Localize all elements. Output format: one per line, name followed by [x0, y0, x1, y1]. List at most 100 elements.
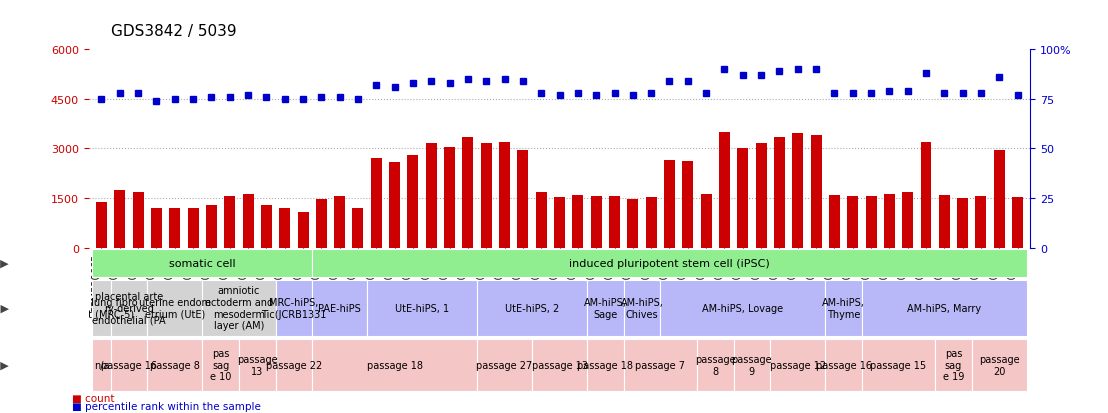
Bar — [646, 197, 657, 249]
Text: uterine endom
etrium (UtE): uterine endom etrium (UtE) — [138, 297, 211, 319]
Bar — [389, 162, 400, 249]
FancyBboxPatch shape — [478, 280, 587, 336]
Text: AM-hiPS, Marry: AM-hiPS, Marry — [907, 303, 982, 313]
Text: ■ percentile rank within the sample: ■ percentile rank within the sample — [72, 401, 260, 411]
FancyBboxPatch shape — [367, 280, 478, 336]
Text: UtE-hiPS, 2: UtE-hiPS, 2 — [505, 303, 560, 313]
Text: AM-hiPS,
Chives: AM-hiPS, Chives — [620, 297, 664, 319]
Bar — [425, 144, 437, 249]
Bar — [591, 196, 602, 249]
FancyBboxPatch shape — [478, 339, 532, 391]
Text: UtE-hiPS, 1: UtE-hiPS, 1 — [396, 303, 449, 313]
Bar — [170, 209, 181, 249]
FancyBboxPatch shape — [203, 339, 239, 391]
Bar — [462, 138, 473, 249]
Bar — [573, 195, 583, 249]
FancyBboxPatch shape — [276, 280, 312, 336]
FancyBboxPatch shape — [587, 280, 624, 336]
Bar — [902, 193, 913, 249]
Text: n/a: n/a — [94, 360, 110, 370]
Text: passage 27: passage 27 — [476, 360, 533, 370]
Text: pas
sag
e 19: pas sag e 19 — [943, 349, 964, 382]
Text: passage 7: passage 7 — [635, 360, 686, 370]
Bar — [609, 197, 620, 249]
FancyBboxPatch shape — [624, 339, 697, 391]
FancyBboxPatch shape — [733, 339, 770, 391]
Bar — [627, 199, 638, 249]
Bar — [298, 212, 308, 249]
FancyBboxPatch shape — [825, 339, 862, 391]
Bar — [536, 193, 546, 249]
Text: pas
sag
e 10: pas sag e 10 — [209, 349, 232, 382]
FancyBboxPatch shape — [660, 280, 825, 336]
Text: fetal lung fibro
blast (MRC-5): fetal lung fibro blast (MRC-5) — [65, 297, 137, 319]
Bar — [133, 192, 144, 249]
FancyBboxPatch shape — [862, 280, 1027, 336]
Bar — [700, 195, 711, 249]
Bar — [756, 144, 767, 249]
Bar — [664, 161, 675, 249]
Bar — [96, 202, 107, 249]
Bar — [737, 149, 748, 249]
Bar — [151, 209, 162, 249]
Bar — [773, 138, 784, 249]
FancyBboxPatch shape — [935, 339, 972, 391]
Bar — [994, 151, 1005, 249]
FancyBboxPatch shape — [862, 339, 935, 391]
Text: passage 15: passage 15 — [871, 360, 926, 370]
Bar — [517, 151, 529, 249]
FancyBboxPatch shape — [825, 280, 862, 336]
FancyBboxPatch shape — [147, 280, 203, 336]
Bar — [352, 209, 363, 249]
FancyBboxPatch shape — [111, 339, 147, 391]
FancyBboxPatch shape — [276, 339, 312, 391]
Bar — [279, 209, 290, 249]
Text: induced pluripotent stem cell (iPSC): induced pluripotent stem cell (iPSC) — [570, 259, 770, 268]
Bar — [243, 195, 254, 249]
Text: passage 18: passage 18 — [577, 360, 634, 370]
FancyBboxPatch shape — [92, 249, 312, 278]
Bar — [719, 133, 730, 249]
Text: passage 12: passage 12 — [770, 360, 825, 370]
Text: passage
20: passage 20 — [979, 354, 1019, 376]
Bar — [408, 156, 419, 249]
Bar — [683, 162, 694, 249]
FancyBboxPatch shape — [312, 280, 367, 336]
Bar — [260, 206, 271, 249]
Bar — [114, 190, 125, 249]
FancyBboxPatch shape — [92, 280, 111, 336]
Bar — [206, 206, 217, 249]
Text: passage
13: passage 13 — [237, 354, 277, 376]
Text: GDS3842 / 5039: GDS3842 / 5039 — [111, 24, 236, 39]
Text: passage 16: passage 16 — [101, 360, 157, 370]
Text: passage
8: passage 8 — [695, 354, 736, 376]
Text: placental arte
ry-derived
endothelial (PA: placental arte ry-derived endothelial (P… — [92, 292, 166, 325]
Text: PAE-hiPS: PAE-hiPS — [318, 303, 361, 313]
Text: cell type ▶: cell type ▶ — [0, 259, 9, 268]
Bar — [938, 195, 950, 249]
Text: MRC-hiPS,
Tic(JCRB1331: MRC-hiPS, Tic(JCRB1331 — [261, 297, 327, 319]
FancyBboxPatch shape — [624, 280, 660, 336]
Bar — [1012, 197, 1023, 249]
Bar — [921, 142, 932, 249]
Bar — [224, 196, 235, 249]
Text: cell line ▶: cell line ▶ — [0, 303, 9, 313]
Text: passage 18: passage 18 — [367, 360, 422, 370]
Bar — [792, 134, 803, 249]
Bar — [187, 208, 198, 249]
FancyBboxPatch shape — [770, 339, 825, 391]
Bar — [811, 136, 821, 249]
Bar — [975, 197, 986, 249]
Bar — [554, 198, 565, 249]
FancyBboxPatch shape — [697, 339, 733, 391]
FancyBboxPatch shape — [312, 249, 1027, 278]
Bar — [444, 147, 455, 249]
Bar — [371, 159, 382, 249]
Text: other ▶: other ▶ — [0, 360, 9, 370]
Bar — [499, 142, 510, 249]
FancyBboxPatch shape — [587, 339, 624, 391]
Bar — [829, 195, 840, 249]
Text: passage 22: passage 22 — [266, 360, 322, 370]
Bar — [957, 198, 968, 249]
Bar — [481, 144, 492, 249]
